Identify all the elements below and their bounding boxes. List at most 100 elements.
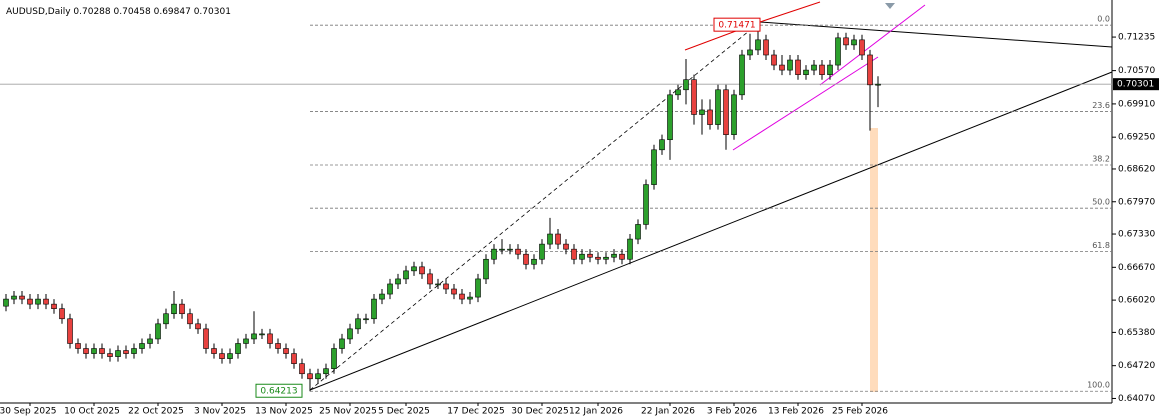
x-tick-label: 30 Dec 2025 bbox=[511, 407, 569, 417]
x-tick-label: 12 Jan 2026 bbox=[569, 407, 623, 417]
candle-body bbox=[355, 318, 361, 330]
y-tick-label: 0.71235 bbox=[1118, 33, 1155, 43]
y-tick-label: 0.70570 bbox=[1118, 66, 1155, 76]
candle-body bbox=[227, 353, 233, 359]
candle-body bbox=[579, 253, 585, 260]
candle-body bbox=[91, 348, 97, 354]
candle-body bbox=[107, 353, 113, 357]
candle-body bbox=[203, 328, 209, 349]
candle-body bbox=[683, 79, 689, 91]
candle-body bbox=[83, 348, 89, 354]
candle-body bbox=[523, 253, 529, 265]
candle-body bbox=[443, 283, 449, 290]
x-tick-label: 10 Oct 2025 bbox=[64, 407, 120, 417]
candle-body bbox=[363, 318, 369, 321]
candle-body bbox=[467, 296, 473, 300]
candle-body bbox=[739, 54, 745, 96]
x-tick-label: 25 Feb 2026 bbox=[832, 407, 888, 417]
price-flag-label: 0.71471 bbox=[718, 21, 755, 31]
candle-body bbox=[243, 338, 249, 344]
fib-label: 50.0 bbox=[1092, 198, 1110, 207]
candle-body bbox=[539, 243, 545, 260]
y-tick-label: 0.69910 bbox=[1118, 99, 1155, 109]
candle-body bbox=[235, 343, 241, 354]
highlight-zone bbox=[870, 128, 878, 392]
x-tick-label: 13 Feb 2026 bbox=[768, 407, 824, 417]
candle-body bbox=[219, 353, 225, 359]
candle-body bbox=[179, 303, 185, 315]
chart-header: AUDUSD,Daily 0.70288 0.70458 0.69847 0.7… bbox=[6, 7, 231, 17]
candle-body bbox=[147, 338, 153, 344]
trend-line bbox=[309, 71, 1113, 391]
candle-body bbox=[427, 273, 433, 285]
x-tick-label: 5 Dec 2025 bbox=[378, 407, 430, 417]
candle-body bbox=[371, 298, 377, 320]
x-tick-label: 3 Feb 2026 bbox=[707, 407, 758, 417]
candle-body bbox=[819, 64, 825, 75]
candle-body bbox=[659, 139, 665, 151]
candle-body bbox=[187, 313, 193, 325]
candle-body bbox=[771, 54, 777, 66]
candle-body bbox=[283, 348, 289, 354]
candle-body bbox=[299, 363, 305, 375]
candle-body bbox=[67, 318, 73, 344]
candle-body bbox=[347, 328, 353, 340]
candle-body bbox=[75, 343, 81, 349]
channel-line bbox=[759, 1, 821, 23]
candle-body bbox=[547, 233, 553, 245]
candle-body bbox=[483, 258, 489, 280]
wedge-line bbox=[732, 56, 879, 151]
candle-body bbox=[411, 266, 417, 272]
candle-body bbox=[635, 224, 641, 240]
candle-body bbox=[115, 350, 121, 357]
candle-body bbox=[747, 49, 753, 56]
candle-body bbox=[675, 89, 681, 96]
candle-body bbox=[571, 248, 577, 260]
candle-body bbox=[275, 343, 281, 349]
close-value: 0.70301 bbox=[194, 7, 231, 17]
symbol: AUDUSD,Daily bbox=[6, 7, 71, 17]
candle-body bbox=[619, 253, 625, 260]
y-tick-label: 0.67330 bbox=[1118, 230, 1155, 240]
candle-body bbox=[627, 238, 633, 260]
candle-body bbox=[251, 333, 257, 340]
candle-body bbox=[195, 323, 201, 330]
fib-label: 0.0 bbox=[1097, 15, 1110, 24]
candle-body bbox=[595, 256, 601, 260]
candle-body bbox=[803, 69, 809, 75]
candle-body bbox=[339, 338, 345, 349]
y-tick-label: 0.67970 bbox=[1118, 197, 1155, 207]
candle-body bbox=[875, 83, 881, 86]
y-tick-label: 0.64070 bbox=[1118, 394, 1155, 404]
candle-body bbox=[451, 288, 457, 295]
price-flag bbox=[255, 383, 303, 398]
candle-body bbox=[379, 293, 385, 300]
candle-body bbox=[475, 278, 481, 298]
y-tick-label: 0.68620 bbox=[1118, 164, 1155, 174]
candle-body bbox=[27, 298, 33, 305]
candle-body bbox=[691, 79, 697, 115]
candle-body bbox=[419, 266, 425, 275]
x-tick-label: 3 Nov 2025 bbox=[194, 407, 246, 417]
x-tick-label: 25 Nov 2025 bbox=[319, 407, 377, 417]
candle-body bbox=[139, 343, 145, 349]
price-flag-label: 0.64213 bbox=[260, 387, 297, 397]
x-tick-label: 30 Sep 2025 bbox=[0, 407, 57, 417]
candle-body bbox=[643, 184, 649, 225]
low-value: 0.69847 bbox=[154, 7, 191, 17]
open-value: 0.70288 bbox=[73, 7, 110, 17]
x-tick-label: 22 Oct 2025 bbox=[128, 407, 184, 417]
candle-body bbox=[515, 248, 521, 255]
candle-body bbox=[859, 39, 865, 56]
fib-label: 61.8 bbox=[1092, 241, 1110, 250]
candle-body bbox=[699, 109, 705, 115]
candle-body bbox=[99, 348, 105, 354]
y-tick-label: 0.64720 bbox=[1118, 361, 1155, 371]
candle-body bbox=[867, 54, 873, 86]
candle-body bbox=[3, 298, 9, 307]
candle-body bbox=[779, 64, 785, 71]
candle-body bbox=[811, 64, 817, 71]
candle-body bbox=[19, 295, 25, 300]
